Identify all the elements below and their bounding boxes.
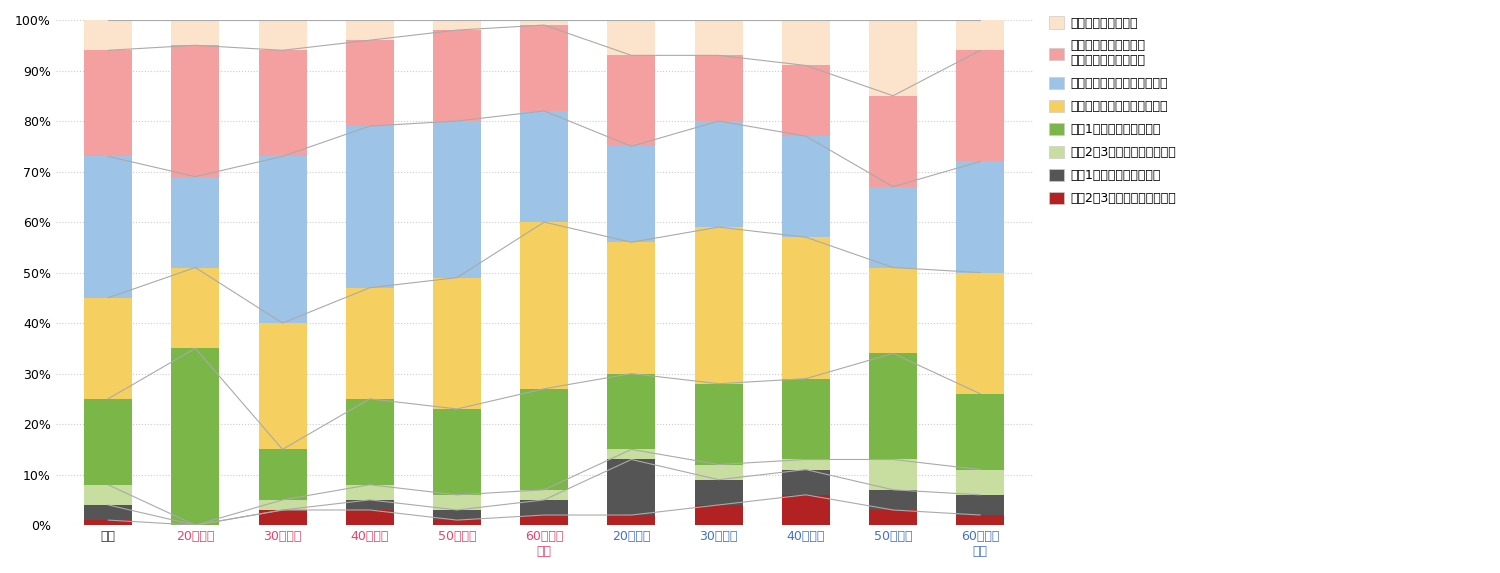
Bar (84, 485, 132, 505)
Bar (782, 470, 830, 495)
Bar (84, 156, 132, 298)
Bar (782, 237, 830, 379)
Bar (258, 50, 306, 156)
Bar (608, 242, 656, 374)
Legend: 利用したことがない, 以前は利用していたが
現在は利用していない, 年間で数回程度利用している, 半年に数回程度利用している, 月に1回程度利用している, 月に: 利用したことがない, 以前は利用していたが 現在は利用していない, 年間で数回程… (1048, 16, 1176, 205)
Bar (694, 121, 742, 227)
Bar (433, 495, 482, 510)
Bar (608, 56, 656, 146)
Bar (433, 30, 482, 121)
Bar (782, 379, 830, 460)
Bar (433, 121, 482, 278)
Bar (520, 111, 568, 222)
Bar (608, 20, 656, 56)
Bar (957, 162, 1005, 273)
Bar (520, 388, 568, 490)
Bar (520, 20, 568, 25)
Bar (258, 20, 306, 50)
Bar (520, 490, 568, 500)
Bar (346, 485, 393, 500)
Bar (520, 500, 568, 515)
Bar (957, 20, 1005, 50)
Bar (433, 409, 482, 495)
Bar (694, 384, 742, 465)
Bar (868, 268, 916, 354)
Bar (868, 490, 916, 510)
Bar (346, 500, 393, 510)
Bar (608, 515, 656, 525)
Bar (346, 20, 393, 40)
Bar (171, 348, 219, 525)
Bar (258, 156, 306, 323)
Bar (694, 56, 742, 121)
Bar (346, 510, 393, 525)
Bar (258, 500, 306, 510)
Bar (782, 460, 830, 470)
Bar (433, 520, 482, 525)
Bar (957, 470, 1005, 495)
Bar (782, 20, 830, 65)
Bar (868, 354, 916, 460)
Bar (694, 465, 742, 480)
Bar (171, 20, 219, 45)
Bar (694, 505, 742, 525)
Bar (84, 520, 132, 525)
Bar (868, 20, 916, 96)
Bar (433, 20, 482, 30)
Bar (84, 298, 132, 399)
Bar (84, 50, 132, 156)
Bar (868, 460, 916, 490)
Bar (171, 45, 219, 176)
Bar (957, 273, 1005, 394)
Bar (782, 65, 830, 136)
Bar (258, 323, 306, 449)
Bar (694, 480, 742, 505)
Bar (608, 449, 656, 460)
Bar (957, 515, 1005, 525)
Bar (608, 460, 656, 515)
Bar (782, 136, 830, 237)
Bar (433, 278, 482, 409)
Bar (957, 50, 1005, 162)
Bar (84, 505, 132, 520)
Bar (782, 495, 830, 525)
Bar (694, 20, 742, 56)
Bar (171, 268, 219, 348)
Bar (608, 374, 656, 449)
Bar (346, 399, 393, 485)
Bar (694, 227, 742, 384)
Bar (346, 126, 393, 288)
Bar (520, 222, 568, 388)
Bar (84, 20, 132, 50)
Bar (957, 394, 1005, 470)
Bar (171, 176, 219, 268)
Bar (868, 96, 916, 187)
Bar (346, 288, 393, 399)
Bar (433, 510, 482, 520)
Bar (258, 449, 306, 500)
Bar (520, 515, 568, 525)
Bar (346, 40, 393, 126)
Bar (608, 146, 656, 242)
Bar (868, 510, 916, 525)
Bar (868, 187, 916, 268)
Bar (957, 495, 1005, 515)
Bar (520, 25, 568, 111)
Bar (84, 399, 132, 485)
Bar (258, 510, 306, 525)
